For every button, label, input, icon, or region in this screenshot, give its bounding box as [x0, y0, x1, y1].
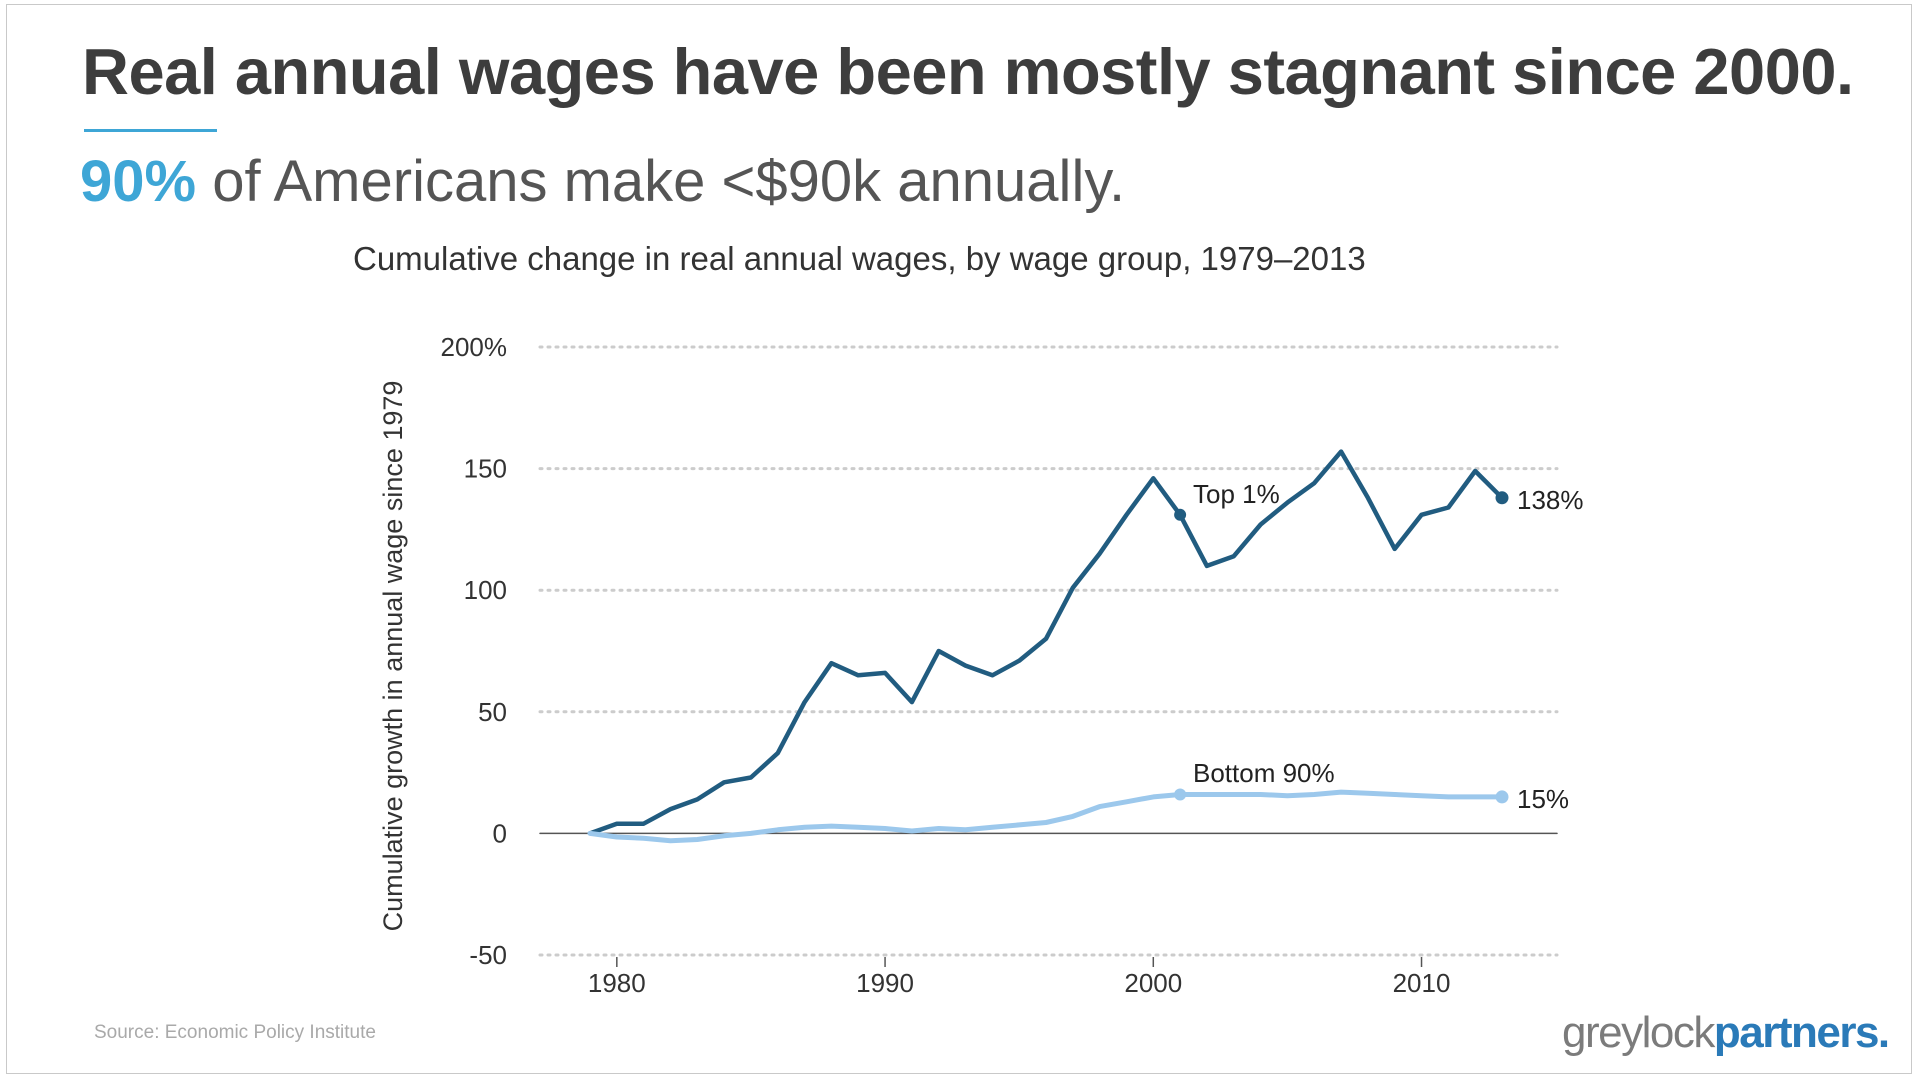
y-tick-label: -50 — [469, 940, 507, 970]
y-axis-label: Cumulative growth in annual wage since 1… — [378, 381, 408, 932]
subhead-text: of Americans make <$90k annually. — [196, 149, 1126, 214]
title-underline — [84, 129, 217, 132]
greylock-logo: greylockpartners. — [1562, 1008, 1890, 1058]
slide-subhead: 90% of Americans make <$90k annually. — [80, 148, 1125, 215]
x-tick-label: 2000 — [1124, 968, 1182, 998]
y-tick-label: 100 — [464, 575, 507, 605]
series-end-point — [1495, 790, 1509, 804]
slide-headline: Real annual wages have been mostly stagn… — [82, 35, 1854, 108]
chart-title: Cumulative change in real annual wages, … — [353, 240, 1366, 277]
x-tick-label: 1990 — [856, 968, 914, 998]
series — [587, 449, 1509, 844]
y-tick-label: 50 — [478, 697, 507, 727]
y-tick-label: 200% — [441, 332, 508, 362]
gridlines — [538, 345, 1559, 957]
x-tick-label: 1980 — [588, 968, 646, 998]
series-end-label: 15% — [1517, 784, 1569, 814]
series-marker — [1174, 508, 1187, 521]
x-tick-label: 2010 — [1393, 968, 1451, 998]
source-note: Source: Economic Policy Institute — [94, 1022, 376, 1043]
series-labels: Top 1% 138% Bottom 90% 15% — [1193, 479, 1584, 814]
subhead-accent: 90% — [80, 149, 197, 214]
logo-blue-text: partners. — [1713, 1008, 1890, 1057]
series-name-label: Top 1% — [1193, 479, 1280, 509]
series-marker — [1174, 788, 1187, 801]
series-name-label: Bottom 90% — [1193, 758, 1335, 788]
logo-grey-text: greylock — [1562, 1008, 1715, 1057]
y-tick-label: 150 — [464, 454, 507, 484]
y-tick-label: 0 — [493, 818, 507, 848]
series-line-bottom-90 — [587, 789, 1505, 844]
y-axis-ticks: -50 0 50 100 150 200% — [441, 332, 508, 970]
series-end-point — [1495, 491, 1509, 505]
series-end-label: 138% — [1517, 485, 1584, 515]
x-axis-ticks: 1980 1990 2000 2010 — [588, 957, 1451, 998]
slide-frame — [6, 4, 1912, 1074]
series-line-top-1 — [587, 449, 1505, 836]
